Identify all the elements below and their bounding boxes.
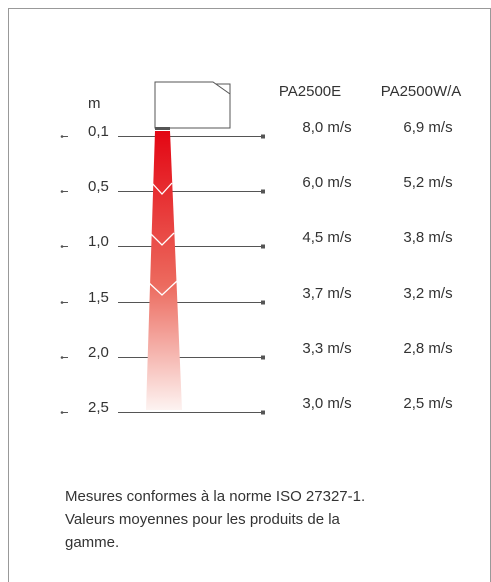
speed-value: 3,8 m/s <box>403 229 452 246</box>
row-dot <box>60 411 64 414</box>
speed-value: 3,2 m/s <box>403 285 452 302</box>
speed-value: 2,5 m/s <box>403 395 452 412</box>
row-end <box>261 300 265 305</box>
row-dot <box>60 135 64 138</box>
distance-label: 0,5 <box>88 178 109 195</box>
row-end <box>261 189 265 194</box>
column-header: PA2500W/A <box>381 83 462 100</box>
speed-value: 6,0 m/s <box>302 174 351 191</box>
chevron <box>151 182 173 195</box>
distance-label: 0,1 <box>88 123 109 140</box>
device-outline <box>154 81 231 129</box>
speed-value: 5,2 m/s <box>403 174 452 191</box>
air-beam <box>146 131 182 410</box>
note-line: Mesures conformes à la norme ISO 27327-1… <box>65 488 365 505</box>
distance-label: 1,5 <box>88 289 109 306</box>
row-end <box>261 244 265 249</box>
speed-value: 2,8 m/s <box>403 340 452 357</box>
unit-label: m <box>88 95 101 112</box>
note-line: gamme. <box>65 534 119 551</box>
distance-label: 1,0 <box>88 233 109 250</box>
speed-value: 3,3 m/s <box>302 340 351 357</box>
distance-label: 2,5 <box>88 399 109 416</box>
speed-value: 3,0 m/s <box>302 395 351 412</box>
chevron <box>146 280 178 296</box>
row-dot <box>60 245 64 248</box>
speed-value: 6,9 m/s <box>403 119 452 136</box>
chevron <box>149 232 175 246</box>
speed-value: 8,0 m/s <box>302 119 351 136</box>
note-line: Valeurs moyennes pour les produits de la <box>65 511 341 528</box>
distance-label: 2,0 <box>88 344 109 361</box>
row-end <box>261 355 265 360</box>
device-outlet <box>155 127 170 130</box>
row-dot <box>60 356 64 359</box>
row-end <box>261 134 265 139</box>
speed-value: 3,7 m/s <box>302 285 351 302</box>
chevrons <box>146 182 178 296</box>
row-lines <box>60 134 265 415</box>
row-dot <box>60 190 64 193</box>
row-dot <box>60 301 64 304</box>
column-header: PA2500E <box>279 83 341 100</box>
row-end <box>261 410 265 415</box>
speed-value: 4,5 m/s <box>302 229 351 246</box>
